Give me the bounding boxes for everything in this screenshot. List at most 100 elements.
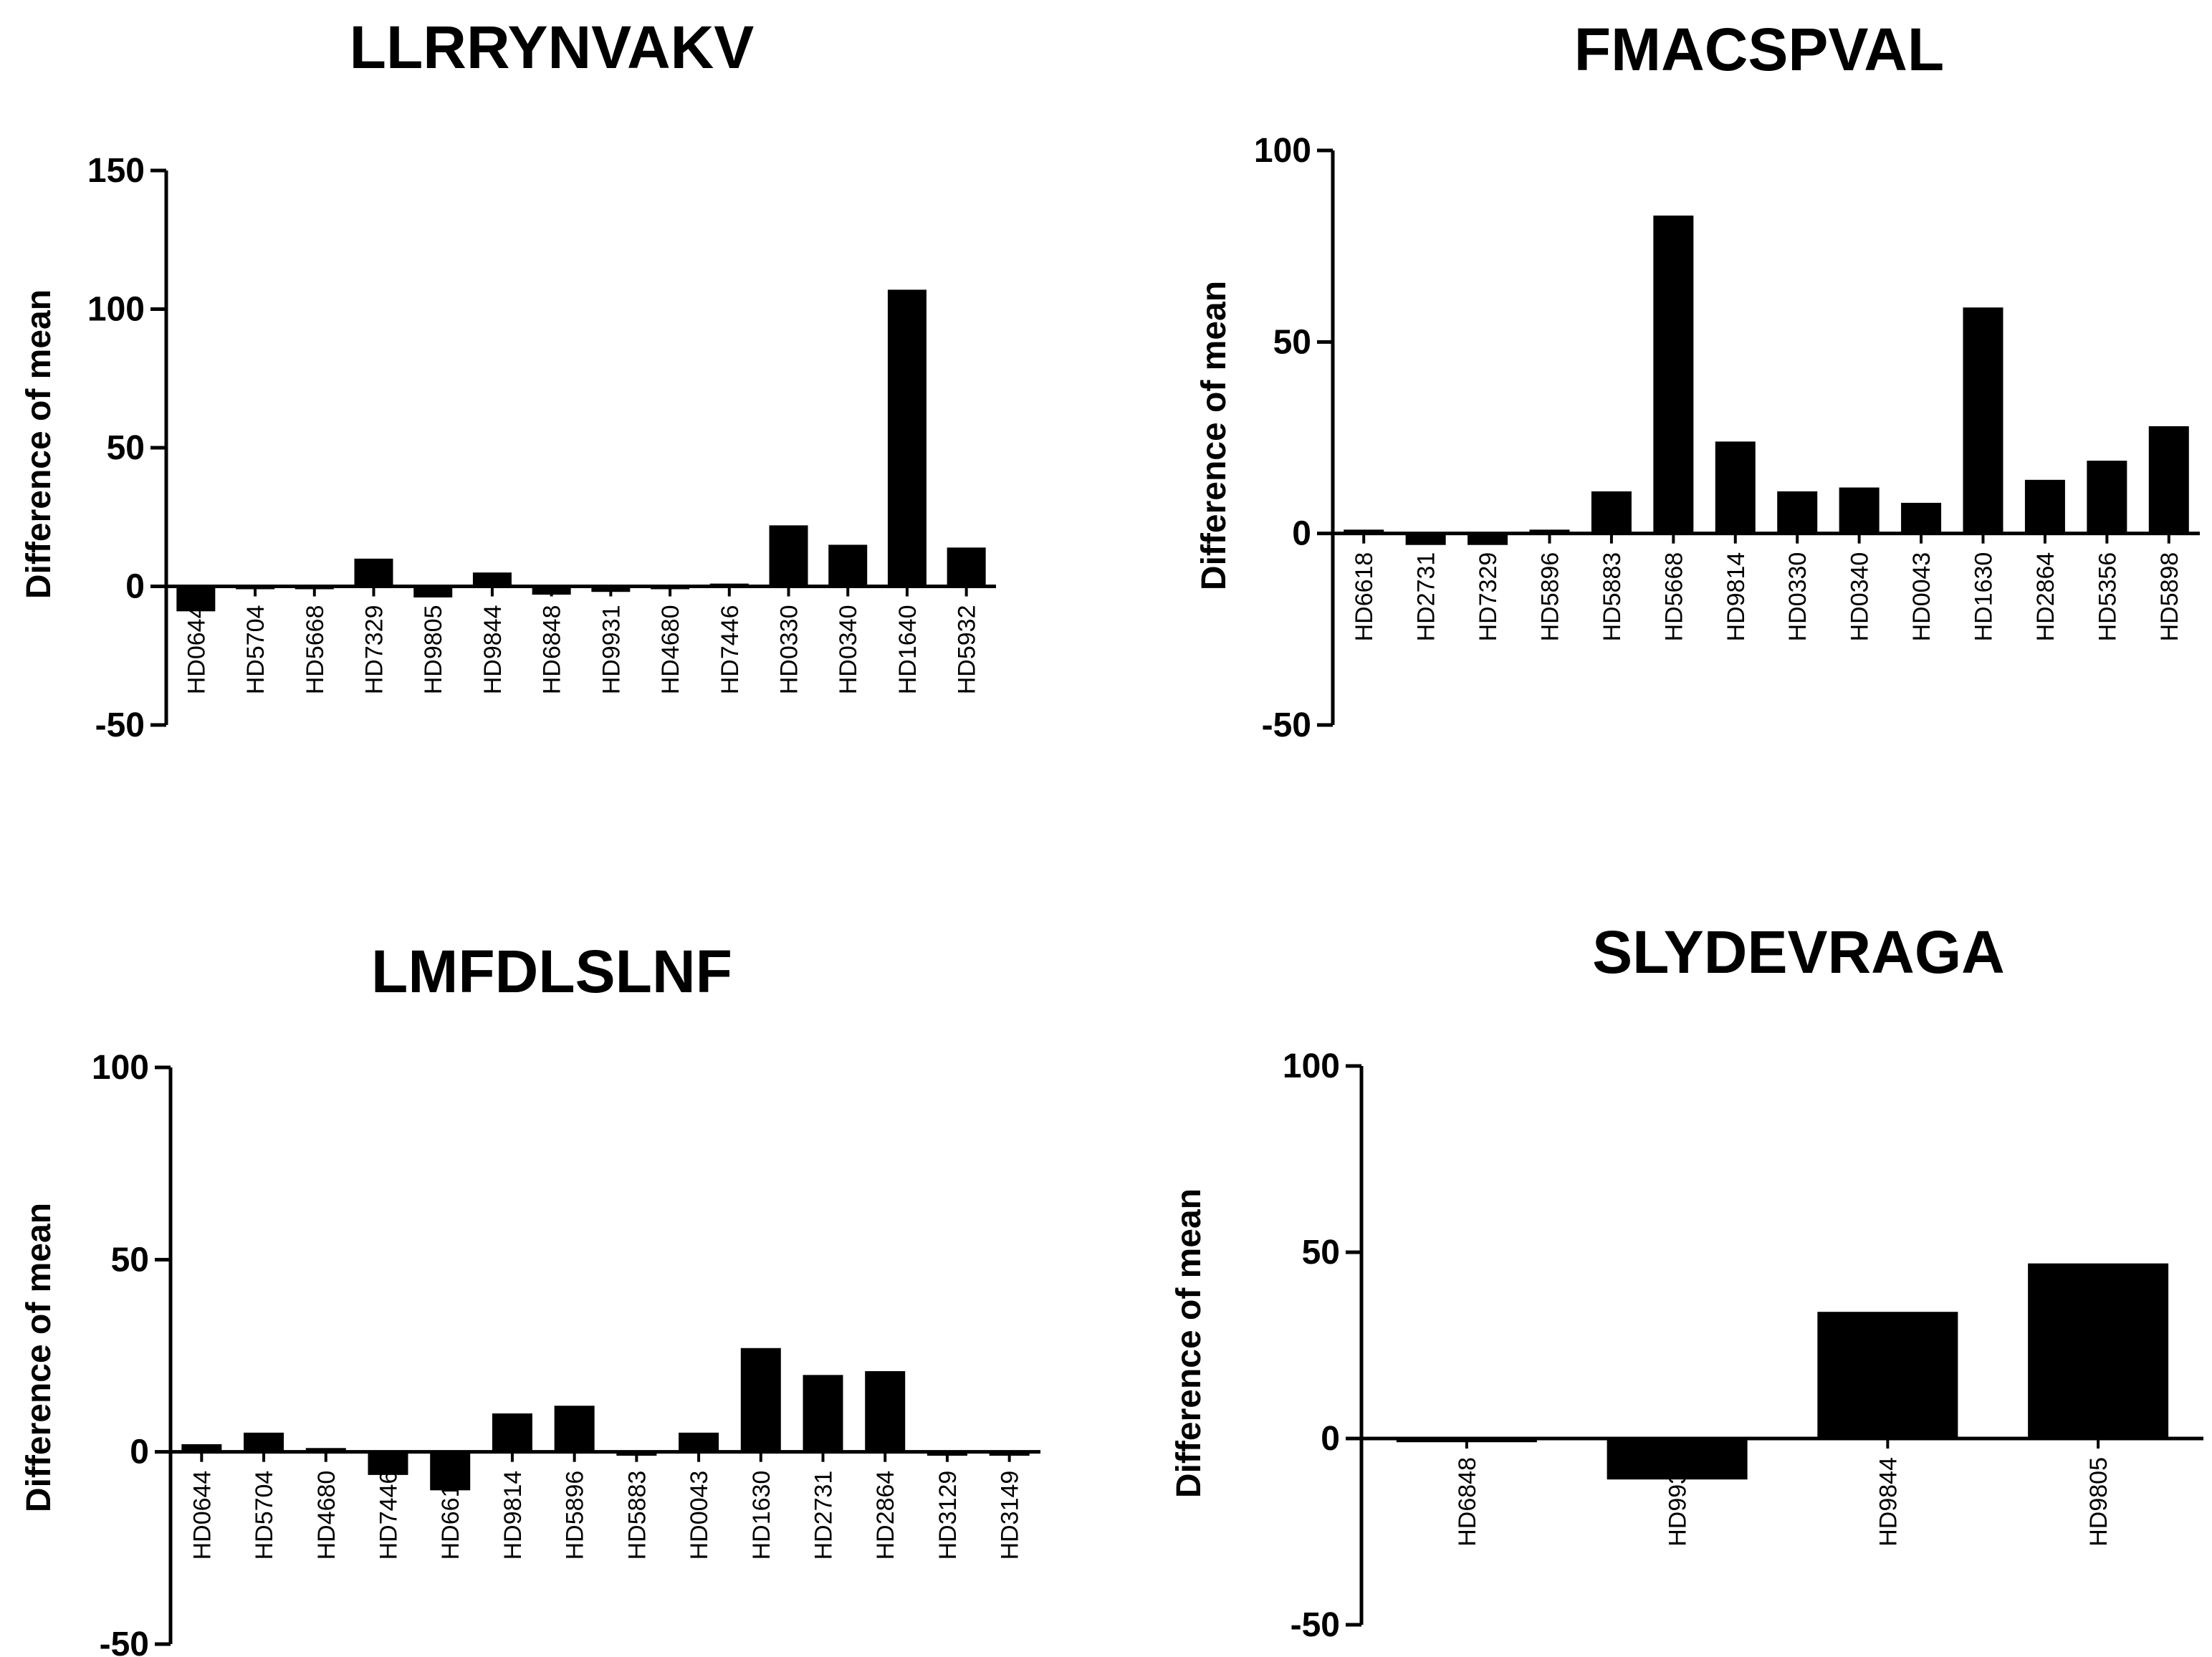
y-axis-label: Difference of mean: [20, 289, 58, 599]
bar-hd0330: [1777, 491, 1818, 534]
x-tick-label: HD9844: [479, 605, 507, 695]
x-tick-label: HD6848: [539, 605, 566, 695]
bar-hd0043: [1901, 502, 1942, 534]
y-tick-label: -50: [1291, 1606, 1340, 1644]
bar-hd9814: [492, 1413, 532, 1452]
x-tick-label: HD9814: [499, 1471, 527, 1560]
bar-hd5704: [244, 1432, 284, 1452]
bar-hd6618: [1344, 529, 1384, 534]
y-tick-label: 50: [1273, 323, 1311, 361]
x-tick-label: HD9844: [1875, 1457, 1902, 1547]
x-tick-label: HD1630: [1971, 552, 1998, 642]
bar-hd1630: [1963, 307, 2003, 534]
y-tick-label: 100: [1283, 1047, 1340, 1085]
y-tick-label: -50: [1262, 706, 1311, 744]
y-tick-label: 0: [125, 568, 145, 606]
chart-title: LLRRYNVAKV: [350, 14, 755, 81]
x-tick-label: HD9814: [1723, 552, 1750, 642]
bar-hd0330: [769, 525, 808, 587]
x-tick-label: HD2731: [810, 1471, 838, 1560]
x-tick-label: HD0340: [1847, 552, 1874, 642]
bar-hd2864: [865, 1370, 906, 1452]
chart-panel-1: LLRRYNVAKV Difference of mean -50 0 50 100 150…: [20, 14, 996, 744]
x-tick-label: HD2864: [2032, 552, 2059, 642]
chart-panel-2: FMACSPVAL Difference of mean -50 0 50 100 HD66…: [1195, 16, 2200, 744]
y-tick-label: 50: [111, 1241, 149, 1279]
x-tick-label: HD9931: [598, 605, 625, 695]
x-tick-label: HD9931: [1665, 1457, 1692, 1547]
x-tick-label: HD0043: [1908, 552, 1935, 642]
x-tick-label: HD9805: [420, 605, 447, 695]
x-tick-label: HD5668: [1660, 552, 1687, 642]
y-tick-label: 100: [1254, 132, 1311, 170]
x-tick-label: HD5883: [1599, 552, 1626, 642]
x-tick-label: HD6848: [1454, 1457, 1481, 1547]
x-tick-label: HD0644: [188, 1471, 216, 1560]
x-tick-label: HD5896: [1537, 552, 1564, 642]
bar-hd2731: [803, 1375, 843, 1452]
x-tick-label: HD5668: [302, 605, 329, 695]
bar-hd5668: [1653, 215, 1694, 534]
y-tick-label: 100: [92, 1049, 149, 1087]
x-tick-label: HD5932: [954, 605, 981, 695]
x-tick-label: HD7329: [1475, 552, 1502, 642]
x-tick-label: HD4680: [313, 1471, 340, 1560]
y-tick-label: 0: [130, 1433, 149, 1471]
chart-title: LMFDLSLNF: [371, 938, 732, 1005]
x-tick-label: HD2731: [1413, 552, 1440, 642]
x-tick-label: HD6618: [1351, 552, 1378, 642]
x-tick-label: HD5704: [242, 605, 269, 695]
bar-hd5356: [2087, 461, 2127, 534]
bar-hd4680: [305, 1448, 346, 1452]
bar-hd9805: [2028, 1263, 2169, 1439]
x-tick-label: HD0644: [183, 605, 210, 695]
y-tick-label: 0: [1321, 1420, 1340, 1458]
chart-title: FMACSPVAL: [1574, 16, 1944, 83]
bar-hd9844: [1817, 1312, 1958, 1439]
bar-hd1640: [887, 289, 927, 587]
x-tick-label: HD0340: [835, 605, 862, 695]
x-tick-label: HD4680: [657, 605, 684, 695]
bar-hd9844: [472, 572, 512, 587]
x-tick-label: HD5356: [2094, 552, 2121, 642]
x-tick-label: HD5896: [562, 1471, 589, 1560]
bar-hd1630: [740, 1348, 781, 1452]
x-tick-label: HD7329: [361, 605, 388, 695]
bar-hd5898: [2148, 426, 2189, 534]
y-tick-label: -50: [95, 706, 145, 744]
bar-hd5896: [1529, 529, 1570, 534]
bar-hd5932: [947, 547, 986, 587]
x-tick-label: HD5704: [251, 1471, 278, 1560]
x-tick-label: HD3129: [934, 1471, 962, 1560]
x-tick-label: HD7446: [717, 605, 744, 695]
bar-hd0043: [679, 1432, 719, 1452]
bar-hd0644: [181, 1444, 222, 1452]
y-tick-label: 150: [87, 152, 145, 190]
bar-hd5896: [554, 1406, 595, 1452]
x-tick-label: HD6618: [437, 1471, 464, 1560]
x-tick-label: HD9805: [2085, 1457, 2112, 1547]
bar-hd9814: [1715, 441, 1756, 534]
bar-hd5883: [1591, 491, 1632, 534]
x-tick-label: HD7446: [375, 1471, 403, 1560]
x-tick-label: HD0330: [1784, 552, 1811, 642]
x-tick-label: HD2864: [872, 1471, 899, 1560]
y-tick-label: 100: [87, 291, 145, 329]
y-axis-label: Difference of mean: [20, 1203, 58, 1512]
chart-panel-3: LMFDLSLNF Difference of mean -50 0 50 100 HD06…: [20, 938, 1040, 1657]
x-tick-label: HD0330: [776, 605, 803, 695]
x-tick-label: HD1640: [894, 605, 921, 695]
chart-panel-4: SLYDEVRAGA Difference of mean -50 0 50 100 HD6…: [1170, 918, 2203, 1644]
x-tick-label: HD5898: [2156, 552, 2183, 642]
x-tick-label: HD1630: [748, 1471, 775, 1560]
bar-hd7329: [354, 558, 393, 587]
bar-hd0340: [1839, 487, 1880, 534]
bar-hd0340: [828, 544, 868, 587]
y-tick-label: 0: [1292, 515, 1311, 553]
x-tick-label: HD3149: [997, 1471, 1024, 1560]
chart-title: SLYDEVRAGA: [1592, 918, 2005, 986]
bar-hd2864: [2024, 479, 2065, 534]
x-tick-label: HD0043: [686, 1471, 713, 1560]
y-tick-label: -50: [100, 1625, 149, 1657]
